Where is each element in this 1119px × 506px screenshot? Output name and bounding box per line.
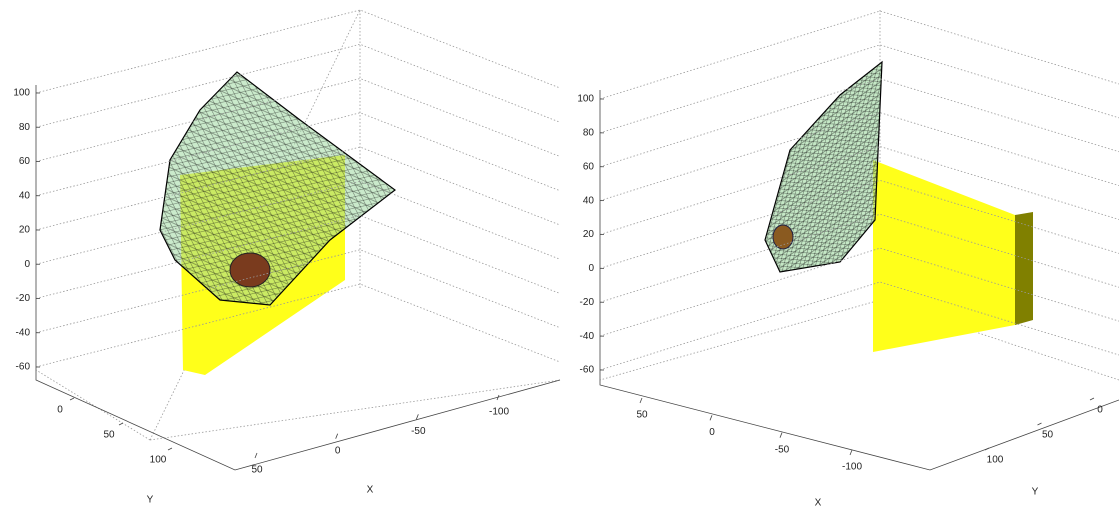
- tick-mark: [639, 397, 643, 404]
- x-axis-label: X: [815, 498, 822, 506]
- tick-mark: [984, 447, 990, 451]
- z-tick-label: 100: [577, 94, 594, 105]
- x-tick-label: 0: [709, 427, 715, 438]
- x-axis-label: X: [367, 485, 374, 496]
- tick-mark: [118, 422, 124, 426]
- z-tick-label: 80: [583, 128, 595, 139]
- z-tick-label: -40: [580, 331, 595, 342]
- tick-mark: [779, 432, 783, 438]
- z-tick-label: -60: [580, 365, 595, 376]
- tick-mark: [849, 449, 853, 456]
- grid-line: [599, 247, 1119, 337]
- z-tick-label: 0: [24, 259, 30, 270]
- sphere: [229, 252, 271, 288]
- z-tick-label: 100: [13, 88, 30, 99]
- tick-mark: [167, 447, 173, 451]
- grid-line: [599, 281, 1119, 371]
- x-tick-label: 50: [251, 465, 263, 476]
- y-tick-label: 50: [1042, 430, 1054, 441]
- y-tick-label: 50: [103, 430, 115, 441]
- z-tick-label: 80: [19, 122, 31, 133]
- z-tick-label: 60: [19, 156, 31, 167]
- y-axis-label: Y: [147, 495, 154, 506]
- tick-mark: [335, 433, 339, 439]
- tick-mark: [415, 414, 419, 420]
- yellow-plane: [873, 160, 1015, 352]
- y-tick-label: 100: [150, 455, 167, 466]
- z-tick-label: 0: [588, 263, 594, 274]
- z-tick-label: -40: [16, 327, 31, 338]
- z-tick-label: -20: [16, 293, 31, 304]
- right-surfaces: [764, 60, 1033, 352]
- tick-mark: [496, 394, 500, 401]
- sphere: [772, 224, 794, 250]
- x-tick-label: 50: [636, 410, 648, 421]
- x-tick-label: -100: [489, 407, 509, 418]
- z-tick-label: 20: [19, 225, 31, 236]
- tick-mark: [254, 452, 258, 459]
- grid-line: [35, 9, 561, 94]
- left-surfaces: [159, 71, 396, 375]
- mesh-lines: [160, 72, 395, 305]
- x-tick-label: -50: [775, 444, 790, 455]
- x-tick-label: 0: [335, 445, 341, 456]
- mesh-lines: [765, 62, 882, 272]
- x-tick-label: -100: [842, 462, 862, 473]
- y-tick-label: 0: [57, 405, 63, 416]
- z-tick-label: -60: [16, 362, 31, 373]
- y-axis-label: Y: [1032, 487, 1039, 498]
- z-tick-label: 40: [583, 195, 595, 206]
- z-tick-label: 60: [583, 161, 595, 172]
- z-tick-label: -20: [580, 297, 595, 308]
- y-tick-label: 100: [987, 455, 1004, 466]
- yellow-side: [1015, 212, 1033, 325]
- tick-mark: [1037, 422, 1042, 426]
- tick-mark: [1089, 397, 1095, 401]
- tick-mark: [69, 397, 75, 401]
- z-tick-label: 40: [19, 190, 31, 201]
- x-tick-label: -50: [411, 426, 426, 437]
- y-tick-label: 0: [1097, 405, 1103, 416]
- z-tick-label: 20: [583, 229, 595, 240]
- grid-line: [35, 43, 561, 128]
- tick-mark: [709, 415, 713, 421]
